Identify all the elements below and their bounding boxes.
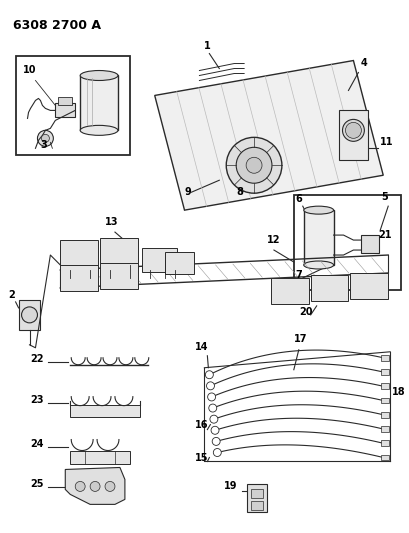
Bar — [303, 210, 333, 265]
Text: 12: 12 — [266, 235, 280, 245]
Bar — [360, 235, 378, 253]
Circle shape — [22, 307, 37, 323]
Ellipse shape — [303, 261, 333, 269]
Bar — [380, 412, 388, 418]
Polygon shape — [65, 467, 125, 504]
Bar — [55, 103, 75, 117]
Bar — [100, 238, 137, 264]
Circle shape — [37, 131, 53, 147]
Text: 20: 20 — [298, 307, 312, 317]
Ellipse shape — [303, 206, 333, 214]
Text: 25: 25 — [30, 479, 44, 489]
Text: 9: 9 — [184, 187, 191, 197]
Circle shape — [212, 438, 220, 446]
Bar — [350, 273, 387, 299]
Ellipse shape — [80, 125, 118, 135]
Text: 17: 17 — [293, 334, 307, 344]
Bar — [16, 55, 130, 155]
Text: 22: 22 — [30, 354, 44, 364]
Circle shape — [213, 449, 221, 456]
Bar — [250, 502, 262, 511]
Bar — [380, 369, 388, 375]
Text: 6: 6 — [295, 194, 302, 204]
Bar — [80, 76, 118, 131]
Text: 18: 18 — [391, 386, 405, 397]
Text: 6308 2700 A: 6308 2700 A — [13, 19, 100, 31]
Bar — [70, 450, 130, 464]
Ellipse shape — [80, 70, 118, 80]
Bar — [18, 300, 40, 330]
Text: 14: 14 — [194, 342, 207, 352]
Circle shape — [226, 138, 281, 193]
Text: 19: 19 — [224, 481, 237, 491]
Bar — [293, 195, 400, 290]
Bar — [164, 252, 194, 274]
Circle shape — [236, 147, 271, 183]
Bar — [70, 405, 139, 417]
Circle shape — [105, 481, 115, 491]
Circle shape — [206, 382, 214, 390]
Bar — [338, 110, 367, 160]
Circle shape — [345, 123, 360, 139]
Bar — [247, 484, 266, 512]
Text: 23: 23 — [30, 394, 44, 405]
Text: 21: 21 — [378, 230, 391, 240]
Text: 3: 3 — [40, 140, 47, 150]
Bar — [250, 489, 262, 498]
Circle shape — [90, 481, 100, 491]
Text: 15: 15 — [194, 454, 207, 464]
Circle shape — [207, 393, 215, 401]
Circle shape — [208, 404, 216, 412]
Bar — [310, 275, 348, 301]
Text: 4: 4 — [360, 58, 366, 68]
Text: 24: 24 — [30, 439, 44, 449]
Text: 8: 8 — [236, 187, 243, 197]
Text: 10: 10 — [22, 64, 36, 75]
Circle shape — [245, 157, 261, 173]
Bar — [380, 383, 388, 389]
Circle shape — [209, 415, 217, 423]
Text: 11: 11 — [379, 138, 393, 147]
Bar — [58, 98, 72, 106]
Text: 1: 1 — [204, 41, 211, 51]
Circle shape — [205, 371, 213, 379]
Bar — [142, 248, 176, 272]
Circle shape — [41, 134, 49, 142]
Bar — [100, 263, 137, 289]
Text: 2: 2 — [9, 290, 16, 300]
Text: 16: 16 — [194, 419, 207, 430]
Text: 13: 13 — [105, 217, 118, 227]
Bar — [60, 265, 98, 291]
Bar — [380, 426, 388, 432]
Bar — [380, 398, 388, 403]
Circle shape — [211, 426, 218, 434]
Ellipse shape — [342, 119, 364, 141]
Polygon shape — [154, 61, 382, 210]
Text: 5: 5 — [380, 192, 387, 202]
Text: 7: 7 — [295, 270, 302, 280]
Bar — [380, 440, 388, 446]
Bar — [60, 240, 98, 266]
Circle shape — [75, 481, 85, 491]
Bar — [380, 455, 388, 461]
Bar — [380, 355, 388, 361]
Bar — [270, 278, 308, 304]
